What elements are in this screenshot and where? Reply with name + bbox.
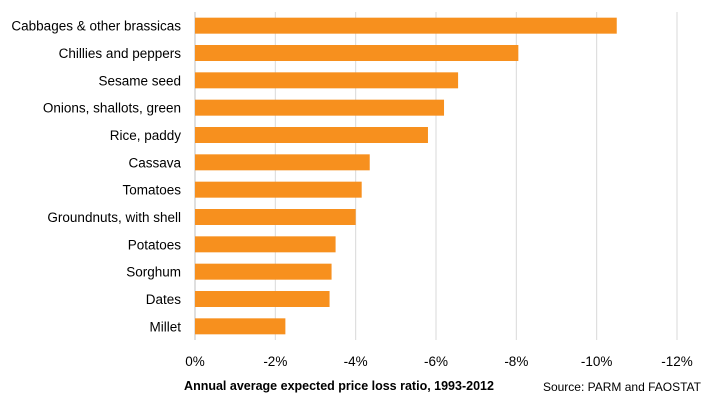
x-tick-label: -12% xyxy=(661,354,693,369)
category-label: Millet xyxy=(149,319,181,334)
category-label: Tomatoes xyxy=(122,183,181,198)
x-tick-label: 0% xyxy=(185,354,205,369)
bar xyxy=(195,72,459,89)
x-axis-title: Annual average expected price loss ratio… xyxy=(184,379,494,393)
x-tick-labels: 0% -2% -4% -6% -8% -10% -12% xyxy=(185,354,693,369)
x-tick-label: -8% xyxy=(504,354,528,369)
category-label: Sesame seed xyxy=(98,73,181,88)
category-label: Chillies and peppers xyxy=(59,46,182,61)
bar xyxy=(195,236,336,253)
bar xyxy=(195,17,617,34)
bars xyxy=(195,17,617,335)
category-label: Potatoes xyxy=(128,237,182,252)
x-tick-label: -10% xyxy=(581,354,613,369)
x-tick-label: -2% xyxy=(263,354,287,369)
bar xyxy=(195,209,356,225)
gridlines xyxy=(274,12,678,340)
bar xyxy=(195,45,519,61)
bar xyxy=(195,291,330,307)
bar xyxy=(195,154,370,171)
category-label: Cabbages & other brassicas xyxy=(11,19,181,34)
category-labels: Cabbages & other brassicas Chillies and p… xyxy=(11,19,181,335)
x-tick-label: -4% xyxy=(344,354,368,369)
category-label: Cassava xyxy=(128,155,181,170)
bar xyxy=(195,263,332,280)
category-label: Groundnuts, with shell xyxy=(47,210,181,225)
category-label: Dates xyxy=(146,292,182,307)
bar xyxy=(195,181,362,198)
category-label: Rice, paddy xyxy=(110,128,182,143)
bar xyxy=(195,127,428,143)
bar xyxy=(195,99,445,116)
source-note: Source: PARM and FAOSTAT xyxy=(543,380,702,394)
bar xyxy=(195,318,286,335)
category-label: Sorghum xyxy=(126,265,181,280)
category-label: Onions, shallots, green xyxy=(43,101,181,116)
x-tick-label: -6% xyxy=(424,354,448,369)
